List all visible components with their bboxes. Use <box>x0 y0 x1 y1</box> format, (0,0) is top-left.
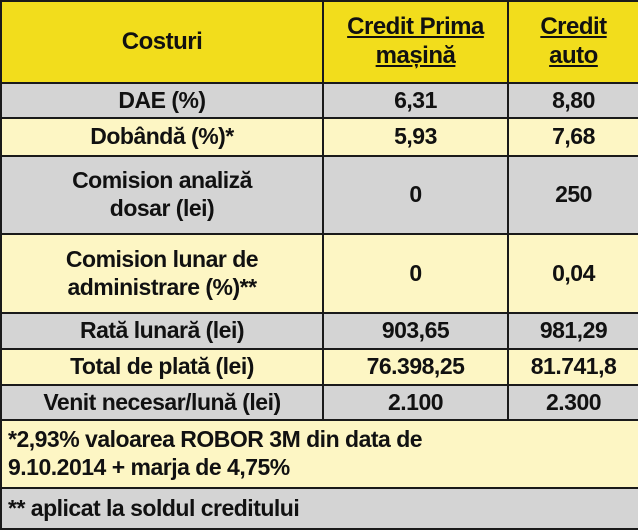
label-cell: Comision analiză dosar (lei) <box>0 155 324 235</box>
value-cell: 6,31 <box>322 82 509 119</box>
table-row: Rată lunară (lei) 903,65 981,29 <box>0 312 638 350</box>
footnote-row: ** aplicat la soldul creditului <box>0 487 638 530</box>
value-cell: 2.300 <box>507 384 638 421</box>
value-cell: 0 <box>322 233 509 314</box>
header-cell: Costuri <box>0 0 324 84</box>
value-cell: 2.100 <box>322 384 509 421</box>
value-cell: 0,04 <box>507 233 638 314</box>
footnote-row: *2,93% valoarea ROBOR 3M din data de 9.1… <box>0 419 638 489</box>
header-cell: Credit auto <box>507 0 638 84</box>
value-cell: 903,65 <box>322 312 509 350</box>
footnote: *2,93% valoarea ROBOR 3M din data de 9.1… <box>0 419 638 489</box>
label-cell: Dobândă (%)* <box>0 117 324 157</box>
label-cell: Total de plată (lei) <box>0 348 324 386</box>
value-cell: 76.398,25 <box>322 348 509 386</box>
value-cell: 981,29 <box>507 312 638 350</box>
label-cell: Venit necesar/lună (lei) <box>0 384 324 421</box>
table-row: Dobândă (%)* 5,93 7,68 <box>0 117 638 157</box>
label-cell: Comision lunar de administrare (%)** <box>0 233 324 314</box>
table-row: Venit necesar/lună (lei) 2.100 2.300 <box>0 384 638 421</box>
table-row: Total de plată (lei) 76.398,25 81.741,8 <box>0 348 638 386</box>
table-row: DAE (%) 6,31 8,80 <box>0 82 638 119</box>
label-cell: Rată lunară (lei) <box>0 312 324 350</box>
label-cell: DAE (%) <box>0 82 324 119</box>
table-row: Comision lunar de administrare (%)** 0 0,0… <box>0 233 638 314</box>
header-cell: Credit Prima mașină <box>322 0 509 84</box>
value-cell: 7,68 <box>507 117 638 157</box>
value-cell: 81.741,8 <box>507 348 638 386</box>
header-row: Costuri Credit Prima mașină Credit auto <box>0 0 638 84</box>
value-cell: 0 <box>322 155 509 235</box>
footnote: ** aplicat la soldul creditului <box>0 487 638 530</box>
value-cell: 250 <box>507 155 638 235</box>
table-row: Comision analiză dosar (lei) 0 250 <box>0 155 638 235</box>
value-cell: 8,80 <box>507 82 638 119</box>
value-cell: 5,93 <box>322 117 509 157</box>
